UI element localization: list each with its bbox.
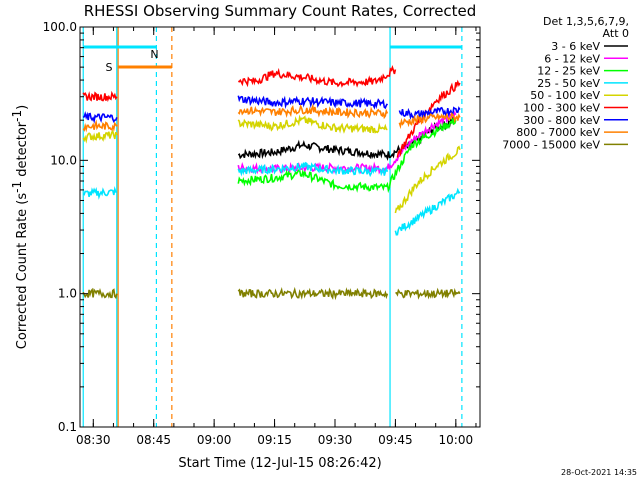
axes-layer: 0.1 1.0 10.0 100.0 08:30 08:45 09:00 09:15 09:30… bbox=[43, 20, 480, 447]
y-tick-label-1: 1.0 bbox=[58, 287, 77, 301]
legend-label-7: 800 - 7000 keV bbox=[516, 126, 600, 139]
legend-label-1: 6 - 12 keV bbox=[544, 52, 600, 65]
series-5-segment-0 bbox=[82, 90, 118, 103]
flag-label-saa: S bbox=[105, 61, 112, 74]
y-tick-label-3: 100.0 bbox=[43, 20, 77, 34]
x-tick-label-6: 10:00 bbox=[439, 433, 474, 447]
series-4-segment-1 bbox=[237, 114, 388, 134]
series-3-segment-2 bbox=[394, 187, 461, 236]
legend-label-4: 50 - 100 keV bbox=[530, 89, 600, 102]
series-3-segment-0 bbox=[82, 185, 117, 200]
series-2 bbox=[237, 118, 457, 194]
series-6-segment-0 bbox=[82, 110, 118, 124]
x-tick-label-2: 09:00 bbox=[197, 433, 232, 447]
time-stamp: 28-Oct-2021 14:35 bbox=[561, 468, 637, 477]
legend-label-3: 25 - 50 keV bbox=[537, 77, 600, 90]
series-8-segment-0 bbox=[82, 287, 118, 300]
legend-label-2: 12 - 25 keV bbox=[537, 65, 600, 78]
series-7-segment-0 bbox=[82, 119, 118, 133]
series-3-segment-1 bbox=[237, 161, 389, 178]
series-8-segment-1 bbox=[237, 286, 389, 301]
x-tick-label-1: 08:45 bbox=[136, 433, 171, 447]
flag-label-night: N bbox=[150, 48, 158, 61]
series-7-segment-1 bbox=[237, 103, 389, 120]
legend-header-1: Att 0 bbox=[603, 27, 629, 40]
x-tick-label-0: 08:30 bbox=[76, 433, 111, 447]
legend-label-5: 100 - 300 keV bbox=[523, 102, 600, 115]
series-8 bbox=[82, 286, 461, 301]
series-8-segment-2 bbox=[395, 287, 461, 300]
chart-title: RHESSI Observing Summary Count Rates, Co… bbox=[84, 2, 477, 20]
plot-data-layer: SN bbox=[82, 27, 463, 427]
series-7-segment-2 bbox=[398, 112, 461, 130]
series-2-segment-0 bbox=[237, 118, 457, 194]
series-4-segment-2 bbox=[394, 145, 461, 214]
legend-label-0: 3 - 6 keV bbox=[551, 40, 600, 53]
legend-header-0: Det 1,3,5,6,7,9, bbox=[543, 15, 629, 28]
series-7 bbox=[82, 103, 461, 133]
series-4-segment-0 bbox=[82, 129, 118, 144]
plot-frame bbox=[79, 26, 481, 428]
legend-label-6: 300 - 800 keV bbox=[523, 114, 600, 127]
series-0-segment-0 bbox=[237, 115, 457, 161]
x-tick-label-3: 09:15 bbox=[257, 433, 292, 447]
series-6-segment-1 bbox=[237, 95, 389, 110]
legend-label-8: 7000 - 15000 keV bbox=[502, 138, 600, 151]
x-axis-label: Start Time (12-Jul-15 08:26:42) bbox=[178, 456, 381, 471]
x-tick-label-4: 09:30 bbox=[318, 433, 353, 447]
series-3 bbox=[82, 161, 461, 236]
x-tick-label-5: 09:45 bbox=[378, 433, 413, 447]
y-tick-label-2: 10.0 bbox=[50, 153, 77, 167]
series-0 bbox=[237, 115, 457, 161]
series-5-segment-1 bbox=[238, 64, 397, 88]
y-axis-label: Corrected Count Rate (s-1 detector-1) bbox=[10, 105, 30, 349]
series-4 bbox=[82, 114, 461, 214]
y-tick-label-0: 0.1 bbox=[58, 420, 77, 434]
